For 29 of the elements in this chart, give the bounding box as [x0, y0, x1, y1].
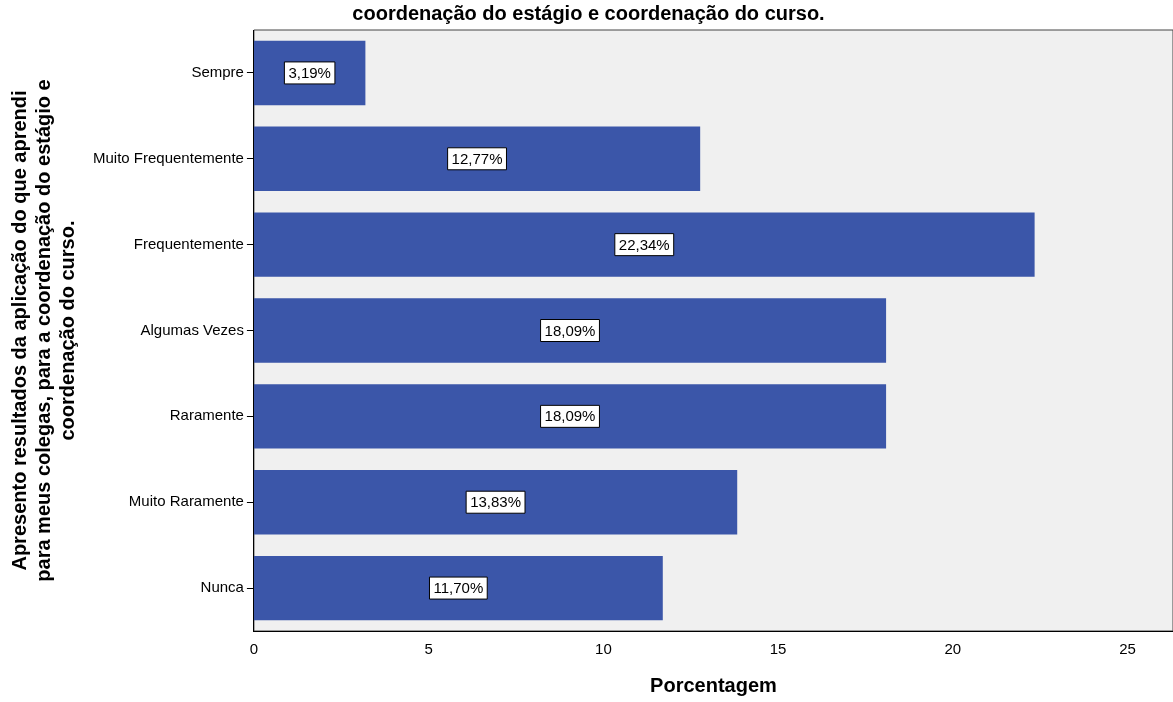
x-tick-label: 5	[424, 640, 433, 658]
bar	[253, 384, 887, 449]
y-tick-label: Raramente	[169, 406, 244, 424]
bar	[253, 212, 1035, 277]
data-label: 22,34%	[618, 235, 670, 253]
data-label: 3,19%	[288, 64, 331, 82]
data-label: 11,70%	[433, 579, 484, 597]
x-tick-label: 20	[944, 640, 962, 658]
data-label: 13,83%	[470, 493, 522, 511]
y-axis-title: Apresento resultados da aplicação do que aprendi para meus colegas, para a coordenação do estágio e coordenação do curso.	[7, 79, 78, 582]
bar	[253, 555, 663, 621]
data-label: 18,09%	[544, 321, 596, 339]
x-tick-label: 10	[595, 640, 612, 658]
data-label: 18,09%	[544, 407, 596, 425]
y-tick-label: Algumas Vezes	[140, 320, 244, 338]
y-tick-label: Sempre	[191, 63, 244, 81]
x-tick-label: 25	[1119, 640, 1136, 658]
x-tick-label: 0	[249, 640, 259, 658]
x-axis-title: Porcentagem	[650, 673, 777, 696]
y-tick-label: Frequentemente	[133, 234, 244, 252]
bar	[253, 298, 887, 363]
y-tick-label: Muito Frequentemente	[92, 148, 244, 166]
chart-title: coordenação do estágio e coordenação do curso.	[352, 1, 825, 24]
y-tick-label: Nunca	[200, 578, 245, 596]
bar	[253, 470, 738, 535]
y-tick-label: Muito Raramente	[128, 492, 244, 510]
bar	[253, 126, 701, 191]
x-tick-label: 15	[769, 640, 787, 658]
data-label: 12,77%	[451, 149, 503, 167]
